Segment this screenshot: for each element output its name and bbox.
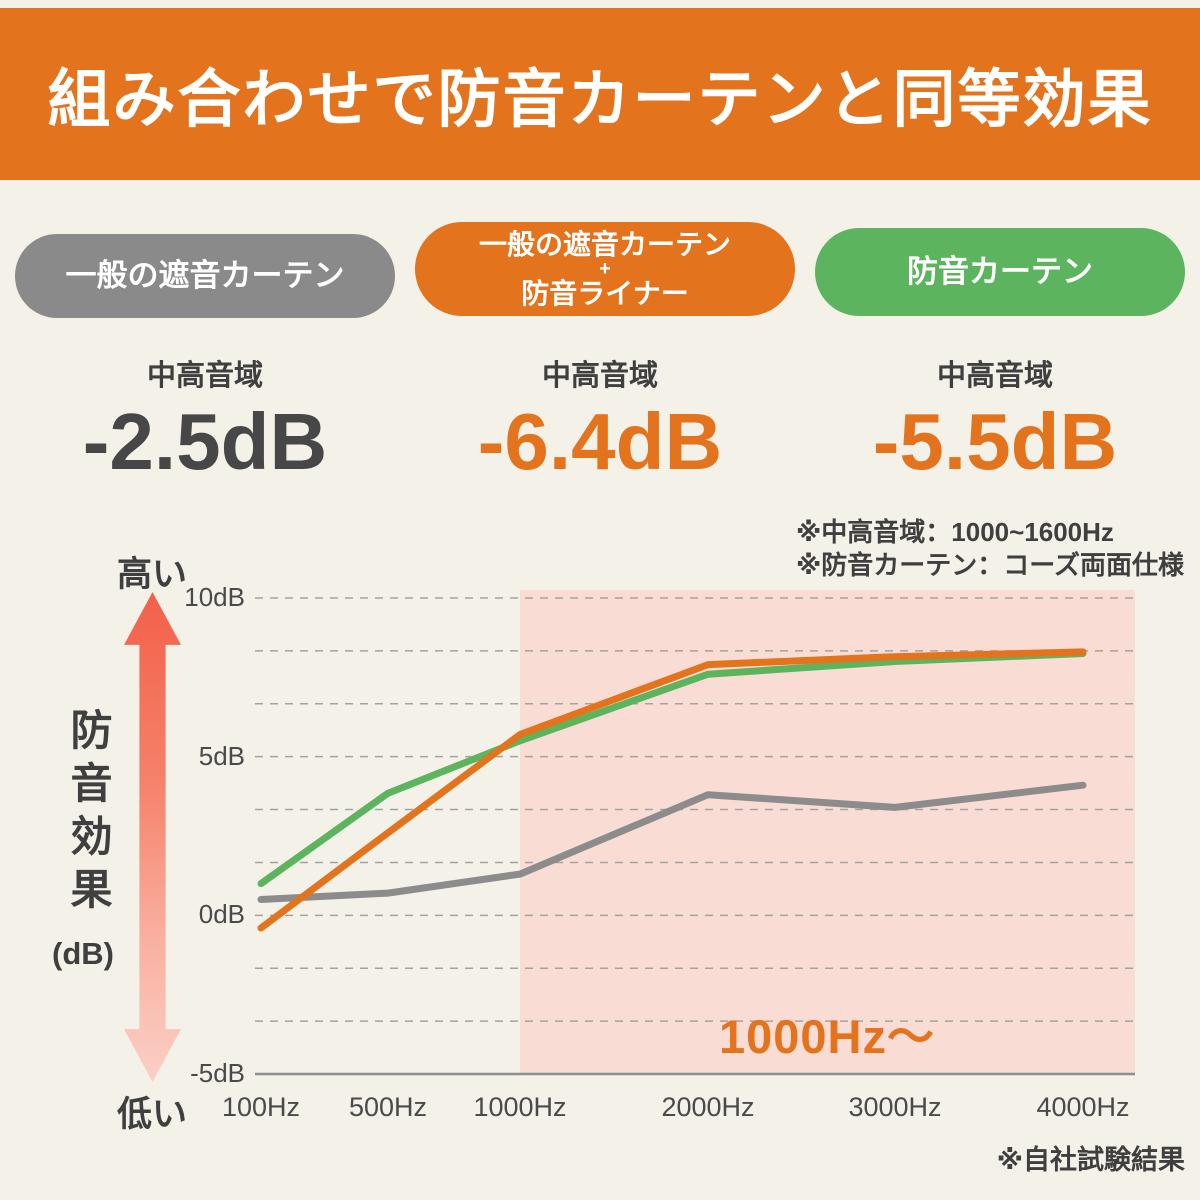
y-axis-high-label: 高い [116,555,187,594]
x-tick-label: 100Hz [221,1092,301,1122]
range-label-soundproof: 中高音域 [936,360,1053,392]
value-soundproof-curtain: -5.5dB [872,397,1118,486]
line-chart-plot [255,590,1135,1076]
series-line-0 [257,781,1087,903]
y-axis-low-label: 低い [116,1095,187,1134]
badge-liner-line1: 一般の遮音カーテン [478,228,731,260]
x-tick-label: 3000Hz [848,1092,942,1122]
badge-standard-curtain-label: 一般の遮音カーテン [65,257,345,293]
badge-soundproof-curtain-label: 防音カーテン [907,253,1093,289]
x-tick-label: 4000Hz [1036,1092,1130,1122]
y-tick-label: 10dB [184,582,245,612]
y-tick-label: 0dB [198,899,245,930]
footer-note: ※自社試験結果 [996,1145,1185,1175]
y-axis-title: 防音効果 [65,708,112,920]
plus-sign: + [599,258,611,280]
range-label-standard: 中高音域 [146,360,263,392]
chart-note-line-2: ※防音カーテン：コーズ両面仕様 [796,549,1184,580]
chart-notes: ※中高音域：1000~1600Hz ※防音カーテン：コーズ両面仕様 [796,516,1184,581]
highlight-region-label: 1000Hz〜 [719,1010,935,1063]
chart-note-line-1: ※中高音域：1000~1600Hz [796,517,1114,547]
value-curtain-plus-liner: -6.4dB [477,397,723,486]
badge-liner-line3: 防音ライナー [521,278,689,309]
badge-standard-curtain: 一般の遮音カーテン [15,234,395,318]
header-banner: 組み合わせで防音カーテンと同等効果 [0,8,1200,180]
x-tick-label: 500Hz [348,1092,428,1122]
y-axis-unit: (dB) [52,936,114,971]
series-line-2 [257,650,1087,888]
x-tick-label: 2000Hz [661,1092,755,1122]
range-label-liner: 中高音域 [541,360,658,392]
series-line-1 [257,648,1087,932]
badge-curtain-plus-liner: 一般の遮音カーテン + 防音ライナー [415,222,795,316]
page-title: 組み合わせで防音カーテンと同等効果 [47,64,1153,135]
double-arrow-icon [124,592,181,1082]
y-tick-label: -5dB [190,1058,245,1088]
x-tick-label: 1000Hz [473,1092,567,1122]
value-standard-curtain: -2.5dB [82,397,328,486]
badge-soundproof-curtain: 防音カーテン [815,228,1185,316]
y-tick-label: 5dB [198,740,245,771]
